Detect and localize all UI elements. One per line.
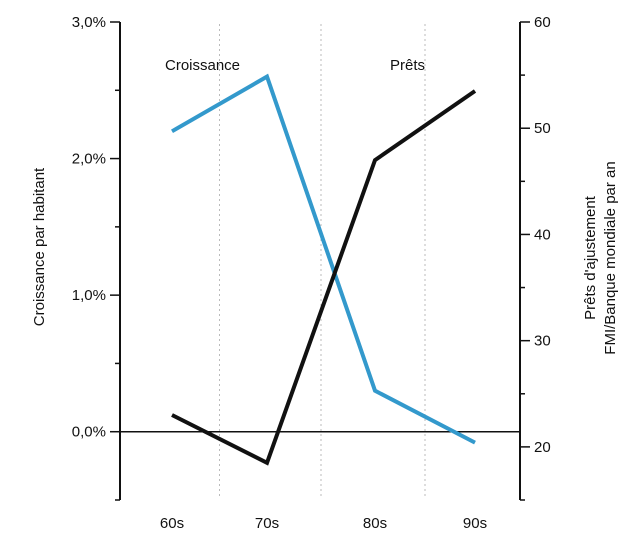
- left-tick-label: 0,0%: [72, 424, 106, 441]
- left-axis-ticks: 0,0% 1,0% 2,0% 3,0%: [72, 14, 120, 501]
- left-tick-label: 3,0%: [72, 14, 106, 31]
- right-tick-label: 40: [534, 226, 551, 243]
- series-line-prets: [171, 89, 477, 466]
- series-label-prets: Prêts: [390, 57, 425, 74]
- series-label-croissance: Croissance: [165, 57, 240, 74]
- x-tick-label: 70s: [255, 515, 279, 532]
- series-line-croissance: [171, 73, 476, 445]
- left-axis-title: Croissance par habitant: [31, 167, 48, 326]
- right-tick-label: 50: [534, 120, 551, 137]
- x-axis-ticks: 60s 70s 80s 90s: [160, 515, 487, 532]
- x-tick-label: 90s: [463, 515, 487, 532]
- x-tick-label: 60s: [160, 515, 184, 532]
- axes: [119, 22, 521, 500]
- right-tick-label: 60: [534, 14, 551, 31]
- left-tick-label: 2,0%: [72, 151, 106, 168]
- right-axis-title-line2: FMI/Banque mondiale par an: [602, 161, 619, 354]
- right-axis-title-line1: Prêts d'ajustement: [582, 195, 599, 320]
- left-tick-label: 1,0%: [72, 287, 106, 304]
- right-tick-label: 30: [534, 333, 551, 350]
- right-tick-label: 20: [534, 439, 551, 456]
- right-axis-ticks: 20 30 40 50 60: [520, 14, 551, 501]
- x-tick-label: 80s: [363, 515, 387, 532]
- series-lines: [171, 73, 477, 466]
- grid-lines: [219, 24, 426, 498]
